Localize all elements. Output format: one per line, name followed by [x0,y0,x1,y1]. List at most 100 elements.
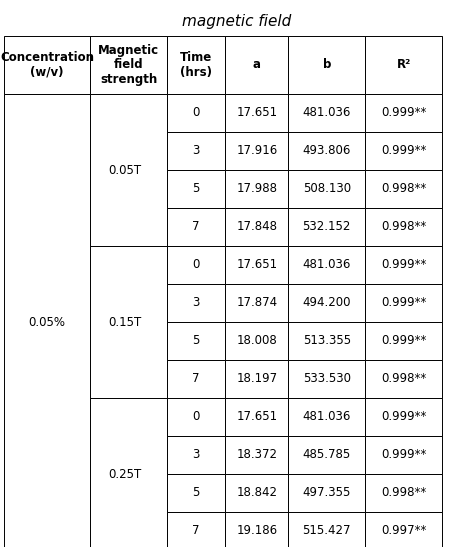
Text: 532.152: 532.152 [302,220,351,234]
Bar [225,474,288,512]
Bar [365,246,442,284]
Text: 0: 0 [192,259,200,271]
Text: 0.998**: 0.998** [381,486,426,499]
Text: 0.15T: 0.15T [108,316,141,329]
Text: Magnetic
field
strength: Magnetic field strength [98,44,159,86]
Bar [365,132,442,170]
Text: 0.998**: 0.998** [381,183,426,195]
Bar [365,94,442,132]
Text: 17.916: 17.916 [236,144,277,158]
Text: 3: 3 [192,449,200,462]
Bar [225,94,288,132]
Text: 0.999**: 0.999** [381,259,426,271]
Text: a: a [253,59,261,72]
Text: 7: 7 [192,525,200,538]
Bar [167,284,225,322]
Bar [225,398,288,436]
Bar [288,398,365,436]
Text: 481.036: 481.036 [302,107,351,119]
Bar [288,474,365,512]
Bar [4,36,90,94]
Bar [288,132,365,170]
Bar [167,512,225,547]
Bar [167,246,225,284]
Bar [288,36,365,94]
Text: 0.998**: 0.998** [381,373,426,386]
Text: 7: 7 [192,373,200,386]
Text: 17.651: 17.651 [236,259,277,271]
Bar [288,322,365,360]
Text: 0.999**: 0.999** [381,449,426,462]
Bar [365,322,442,360]
Text: 17.651: 17.651 [236,107,277,119]
Bar [167,474,225,512]
Bar [365,398,442,436]
Text: 17.848: 17.848 [237,220,277,234]
Bar [225,512,288,547]
Text: 17.651: 17.651 [236,410,277,423]
Text: 17.988: 17.988 [237,183,277,195]
Text: 18.372: 18.372 [237,449,277,462]
Bar [288,94,365,132]
Bar [365,360,442,398]
Text: 0.999**: 0.999** [381,410,426,423]
Text: 3: 3 [192,296,200,310]
Text: 5: 5 [192,486,200,499]
Text: 0.05T: 0.05T [108,164,141,177]
Bar [90,36,167,94]
Bar [167,208,225,246]
Bar [288,284,365,322]
Text: 0.25T: 0.25T [108,468,141,480]
Text: 0.05%: 0.05% [28,316,65,329]
Text: 481.036: 481.036 [302,259,351,271]
Bar [167,436,225,474]
Text: 494.200: 494.200 [302,296,351,310]
Bar [365,284,442,322]
Bar [365,36,442,94]
Bar [90,94,167,246]
Bar [288,246,365,284]
Bar [365,170,442,208]
Text: 18.008: 18.008 [237,335,277,347]
Bar [288,512,365,547]
Bar [167,322,225,360]
Text: 493.806: 493.806 [302,144,351,158]
Bar [288,170,365,208]
Bar [4,94,90,547]
Text: 0.999**: 0.999** [381,144,426,158]
Bar [167,398,225,436]
Text: R²: R² [396,59,410,72]
Text: 5: 5 [192,183,200,195]
Text: 5: 5 [192,335,200,347]
Bar [225,170,288,208]
Bar [225,208,288,246]
Bar [167,170,225,208]
Bar [225,436,288,474]
Text: 0.998**: 0.998** [381,220,426,234]
Text: magnetic field: magnetic field [182,14,292,29]
Bar [365,512,442,547]
Text: 18.842: 18.842 [237,486,277,499]
Bar [225,284,288,322]
Text: 17.874: 17.874 [236,296,277,310]
Bar [225,36,288,94]
Bar [288,436,365,474]
Text: b: b [322,59,331,72]
Text: 3: 3 [192,144,200,158]
Text: 18.197: 18.197 [236,373,277,386]
Text: 19.186: 19.186 [236,525,277,538]
Text: 0.997**: 0.997** [381,525,426,538]
Bar [225,360,288,398]
Text: 0: 0 [192,107,200,119]
Bar [365,436,442,474]
Bar [225,132,288,170]
Bar [167,132,225,170]
Bar [288,360,365,398]
Text: 0.999**: 0.999** [381,107,426,119]
Text: 481.036: 481.036 [302,410,351,423]
Text: 7: 7 [192,220,200,234]
Text: 485.785: 485.785 [302,449,351,462]
Bar [90,246,167,398]
Bar [90,398,167,547]
Bar [288,208,365,246]
